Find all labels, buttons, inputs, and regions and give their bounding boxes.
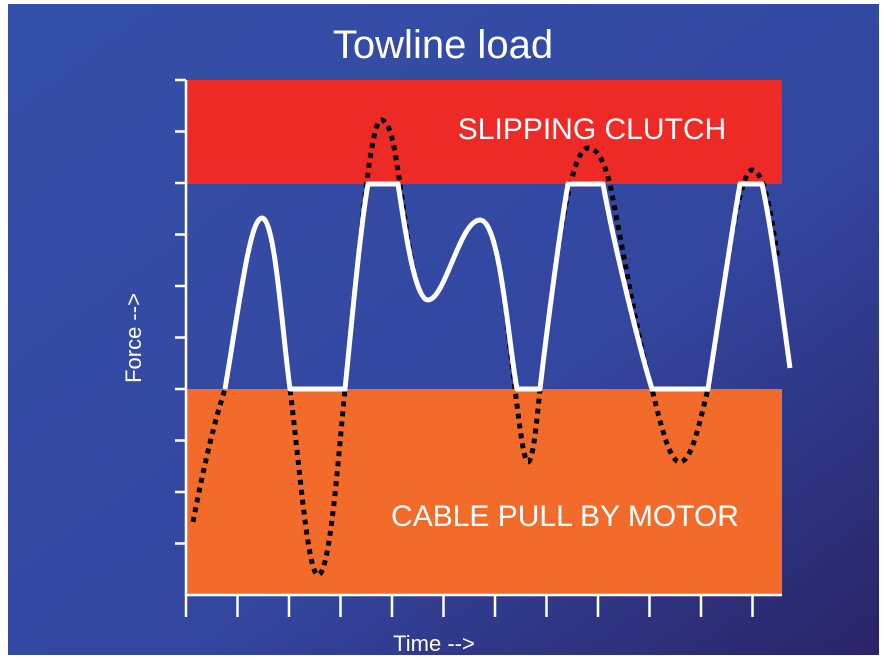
y-axis-label: Force -->	[121, 293, 146, 383]
motor-region	[186, 389, 782, 595]
y-ticks	[175, 78, 186, 545]
region-label: SLIPPING CLUTCH	[458, 113, 726, 146]
axes	[175, 78, 782, 617]
title: Towline load	[333, 23, 553, 67]
slipping-region	[186, 80, 782, 184]
towline-load-curve	[222, 181, 793, 392]
x-axis-label: Time -->	[393, 631, 475, 656]
x-ticks	[184, 595, 754, 617]
region-label: CABLE PULL BY MOTOR	[391, 500, 739, 533]
